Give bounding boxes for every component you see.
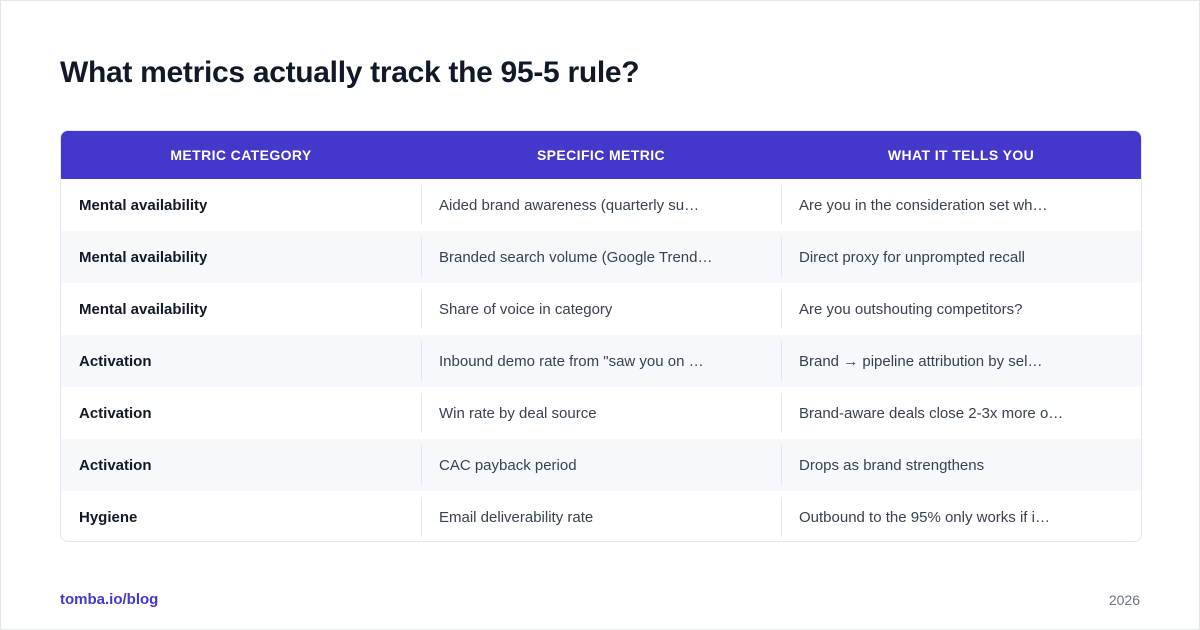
specific-metric-cell: Email deliverability rate (421, 491, 781, 541)
what-it-tells-text: Are you in the consideration set wh… (799, 196, 1048, 214)
metric-category-text: Activation (79, 404, 152, 422)
specific-metric-text: Inbound demo rate from "saw you on … (439, 352, 704, 370)
table-row: Hygiene Email deliverability rate Outbou… (61, 491, 1141, 541)
what-it-tells-text: Drops as brand strengthens (799, 456, 985, 474)
specific-metric-text: Win rate by deal source (439, 404, 597, 422)
what-it-tells-text: Are you outshouting competitors? (799, 300, 1023, 318)
what-it-tells-cell: Brand → pipeline attribution by sel… (781, 335, 1141, 387)
specific-metric-text: Aided brand awareness (quarterly su… (439, 196, 700, 214)
what-it-tells-cell: Are you outshouting competitors? (781, 283, 1141, 335)
specific-metric-text: Email deliverability rate (439, 508, 594, 526)
header-metric-category: METRIC CATEGORY (170, 147, 312, 163)
metric-category-text: Mental availability (79, 300, 208, 318)
metric-category-text: Mental availability (79, 248, 208, 266)
what-it-tells-cell: Brand-aware deals close 2-3x more o… (781, 387, 1141, 439)
table-header: METRIC CATEGORY SPECIFIC METRIC WHAT IT … (61, 131, 1141, 179)
specific-metric-cell: Aided brand awareness (quarterly su… (421, 179, 781, 231)
footer-year: 2026 (1108, 592, 1140, 608)
what-it-tells-cell: Outbound to the 95% only works if i… (781, 491, 1141, 541)
table-row: Activation CAC payback period Drops as b… (61, 439, 1141, 491)
what-it-tells-text: Brand-aware deals close 2-3x more o… (799, 404, 1064, 422)
metric-category-text: Hygiene (79, 508, 138, 526)
what-it-tells-cell: Are you in the consideration set wh… (781, 179, 1141, 231)
metric-category-cell: Activation (61, 439, 421, 491)
table-row: Mental availability Branded search volum… (61, 231, 1141, 283)
metric-category-cell: Mental availability (61, 231, 421, 283)
specific-metric-text: Branded search volume (Google Trend… (439, 248, 713, 266)
metric-category-cell: Mental availability (61, 179, 421, 231)
page-title: What metrics actually track the 95-5 rul… (60, 56, 640, 89)
header-what-it-tells-you: WHAT IT TELLS YOU (887, 147, 1035, 163)
table-row: Mental availability Aided brand awarenes… (61, 179, 1141, 231)
specific-metric-cell: Win rate by deal source (421, 387, 781, 439)
table-row: Mental availability Share of voice in ca… (61, 283, 1141, 335)
specific-metric-cell: Branded search volume (Google Trend… (421, 231, 781, 283)
metric-category-text: Mental availability (79, 196, 208, 214)
metric-category-cell: Hygiene (61, 491, 421, 541)
metric-category-text: Activation (79, 352, 152, 370)
metrics-table: METRIC CATEGORY SPECIFIC METRIC WHAT IT … (60, 130, 1142, 542)
metric-category-text: Activation (79, 456, 152, 474)
metric-category-cell: Mental availability (61, 283, 421, 335)
specific-metric-cell: Inbound demo rate from "saw you on … (421, 335, 781, 387)
specific-metric-cell: Share of voice in category (421, 283, 781, 335)
what-it-tells-text: Brand → pipeline attribution by sel… (799, 352, 1043, 370)
table-row: Activation Win rate by deal source Brand… (61, 387, 1141, 439)
table-row: Activation Inbound demo rate from "saw y… (61, 335, 1141, 387)
metric-category-cell: Activation (61, 387, 421, 439)
header-specific-metric: SPECIFIC METRIC (536, 147, 666, 163)
what-it-tells-cell: Direct proxy for unprompted recall (781, 231, 1141, 283)
blog-link[interactable]: tomba.io/blog (60, 591, 159, 608)
specific-metric-cell: CAC payback period (421, 439, 781, 491)
specific-metric-text: Share of voice in category (439, 300, 613, 318)
what-it-tells-cell: Drops as brand strengthens (781, 439, 1141, 491)
specific-metric-text: CAC payback period (439, 456, 577, 474)
what-it-tells-text: Direct proxy for unprompted recall (799, 248, 1025, 266)
metric-category-cell: Activation (61, 335, 421, 387)
what-it-tells-text: Outbound to the 95% only works if i… (799, 508, 1050, 526)
